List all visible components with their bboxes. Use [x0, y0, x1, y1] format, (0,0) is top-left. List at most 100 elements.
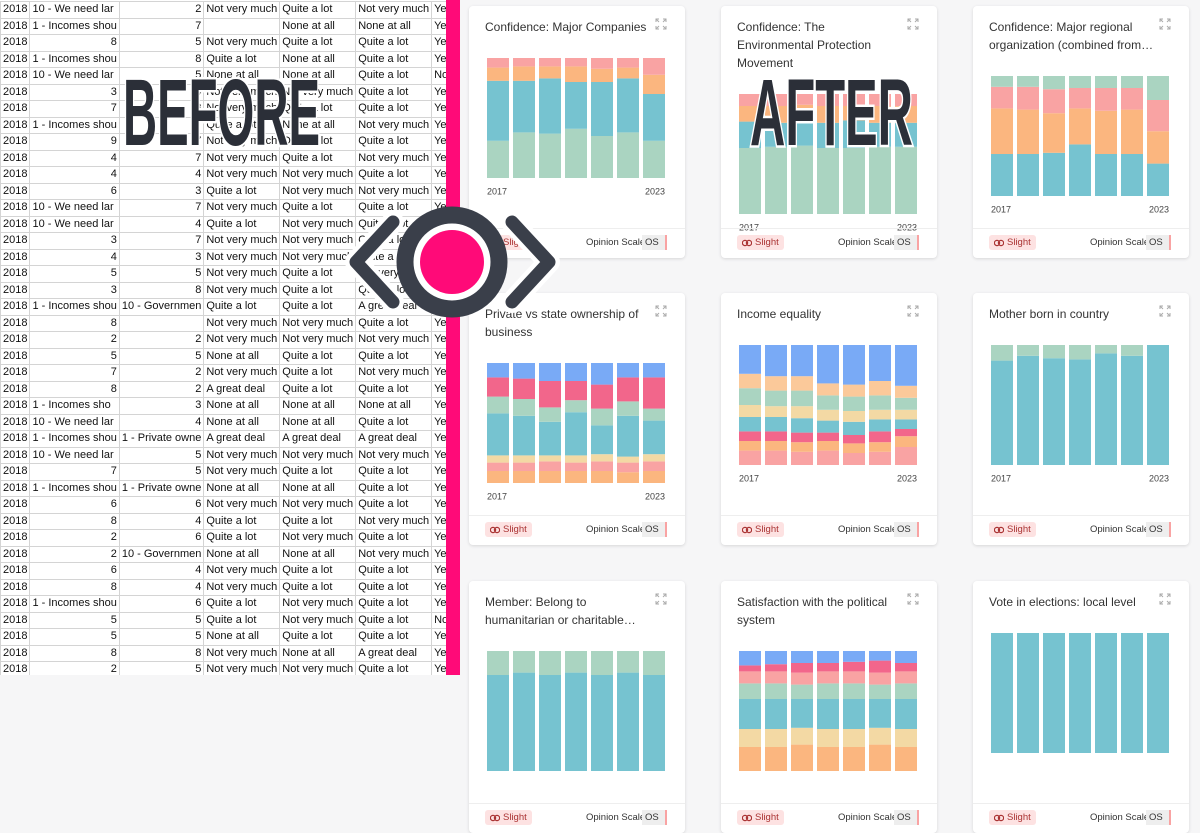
sheet-cell: Quite a lot — [279, 628, 357, 646]
bar-segment — [591, 82, 613, 136]
card-title: Income equality — [737, 307, 822, 321]
expand-icon[interactable] — [655, 593, 667, 605]
sheet-cell: 7 — [118, 232, 205, 250]
sheet-cell: Ye — [431, 34, 446, 52]
bar-segment — [765, 406, 787, 417]
bar-segment — [991, 108, 1013, 154]
scale-label: Opinion Scale — [1090, 524, 1150, 535]
bar-segment — [739, 121, 761, 148]
sheet-cell: Not very much — [355, 364, 433, 382]
sheet-cell: Quite a lot — [355, 232, 433, 250]
bar-segment — [1043, 633, 1065, 753]
chart-card: Confidence: Major regional organization … — [973, 6, 1189, 258]
sheet-cell: None at all — [203, 628, 281, 646]
sheet-cell: 2018 — [0, 380, 31, 398]
expand-icon[interactable] — [655, 18, 667, 30]
bar-segment — [539, 78, 561, 134]
sheet-row: 2018 8 4 Not very much Quite a lot Quite a lo… — [0, 578, 446, 596]
card-grid: Confidence: Major Companies 2017 2023 Sligh… — [460, 0, 1200, 833]
bar-segment — [791, 119, 813, 146]
x-tick-label: 2023 — [645, 491, 665, 501]
bar-segment — [765, 345, 787, 377]
sheet-row: 2018 10 - We need lar 4 Quite a lot Not very… — [0, 215, 446, 233]
bar-segment — [565, 471, 587, 483]
badge: OS — [1146, 810, 1171, 825]
bar-segment — [1069, 76, 1091, 88]
bar-segment — [487, 471, 509, 483]
sheet-cell: None at all — [279, 479, 357, 497]
sheet-cell: 1 - Incomes shou — [29, 595, 120, 613]
sheet-cell: 2018 — [0, 364, 31, 382]
sheet-row: 2018 10 - We need lar 5 None at all None at … — [0, 67, 446, 85]
sheet-cell: Quite a lot — [355, 199, 433, 217]
sheet-row: 2018 7 5 Not very much Quite a lot Quite a lo… — [0, 463, 446, 481]
bar-segment — [739, 388, 761, 405]
bar-segment — [869, 744, 891, 771]
sheet-row: 2018 3 7 Not very much Not very much Quite a … — [0, 232, 446, 250]
bar-segment — [765, 122, 787, 147]
sheet-cell: Quite a lot — [355, 578, 433, 596]
bar-segment — [817, 671, 839, 684]
expand-icon[interactable] — [1159, 305, 1171, 317]
bar-segment — [895, 663, 917, 672]
sheet-cell: 4 — [118, 413, 205, 431]
card-title: Mother born in country — [989, 307, 1110, 321]
bar-segment — [817, 94, 839, 106]
sheet-table: 2018 10 - We need lar 2 Not very much Quite … — [0, 1, 446, 675]
expand-icon[interactable] — [1159, 18, 1171, 30]
bar-segment — [739, 683, 761, 699]
bar-segment — [895, 94, 917, 106]
bar-segment — [539, 407, 561, 422]
sheet-row: 2018 2 2 Not very much Not very much Not very… — [0, 331, 446, 349]
bar-segment — [643, 420, 665, 455]
bar-segment — [591, 471, 613, 483]
sheet-cell: 3 — [118, 248, 205, 266]
bar-segment — [817, 441, 839, 451]
sheet-cell: 4 — [29, 149, 120, 167]
sheet-cell: Ye — [431, 463, 446, 481]
sheet-cell: Ye — [431, 397, 446, 415]
bar-segment — [895, 651, 917, 663]
sheet-cell: A great deal — [203, 430, 281, 448]
sheet-cell: Quite a lot — [355, 595, 433, 613]
bar-segment — [539, 421, 561, 456]
bar-segment — [869, 442, 891, 452]
sheet-cell: 1 - Incomes shou — [29, 116, 120, 134]
bar-segment — [617, 377, 639, 402]
link-icon — [742, 814, 752, 821]
bar-segment — [843, 120, 865, 148]
bar-segment — [895, 747, 917, 771]
expand-icon[interactable] — [655, 305, 667, 317]
scale-label: Opinion Scale — [838, 524, 898, 535]
bar-segment — [539, 455, 561, 462]
bar-segment — [843, 421, 865, 435]
sheet-row: 2018 1 - Incomes shou 10 - Governmen Quite … — [0, 298, 446, 316]
sheet-row: 2018 3 8 Not very much Quite a lot Quite a lo… — [0, 281, 446, 299]
bar-segment — [539, 471, 561, 483]
card-title: Private vs state ownership of business — [485, 307, 639, 339]
sheet-cell — [203, 17, 281, 35]
bar-segment — [1147, 76, 1169, 100]
bar-segment — [513, 462, 535, 471]
bar-segment — [843, 345, 865, 385]
bar-segment — [895, 429, 917, 437]
bar-segment — [1017, 154, 1039, 196]
bar-segment — [791, 727, 813, 745]
sheet-cell: 2018 — [0, 628, 31, 646]
expand-icon[interactable] — [907, 18, 919, 30]
mini-chart — [739, 651, 917, 771]
sheet-row: 2018 8 Not very much Not very much Quite a l… — [0, 314, 446, 332]
expand-icon[interactable] — [1159, 593, 1171, 605]
sheet-cell: Quite a lot — [203, 116, 281, 134]
sheet-cell: Ye — [431, 512, 446, 530]
bar-segment — [791, 672, 813, 685]
bar-segment — [817, 747, 839, 771]
bar-segment — [1043, 152, 1065, 196]
sheet-cell: None at all — [203, 347, 281, 365]
sheet-cell: 4 — [29, 248, 120, 266]
expand-icon[interactable] — [907, 305, 919, 317]
bar-segment — [643, 363, 665, 378]
expand-icon[interactable] — [907, 593, 919, 605]
sheet-cell: Not very much — [203, 562, 281, 580]
bar-segment — [1095, 154, 1117, 196]
